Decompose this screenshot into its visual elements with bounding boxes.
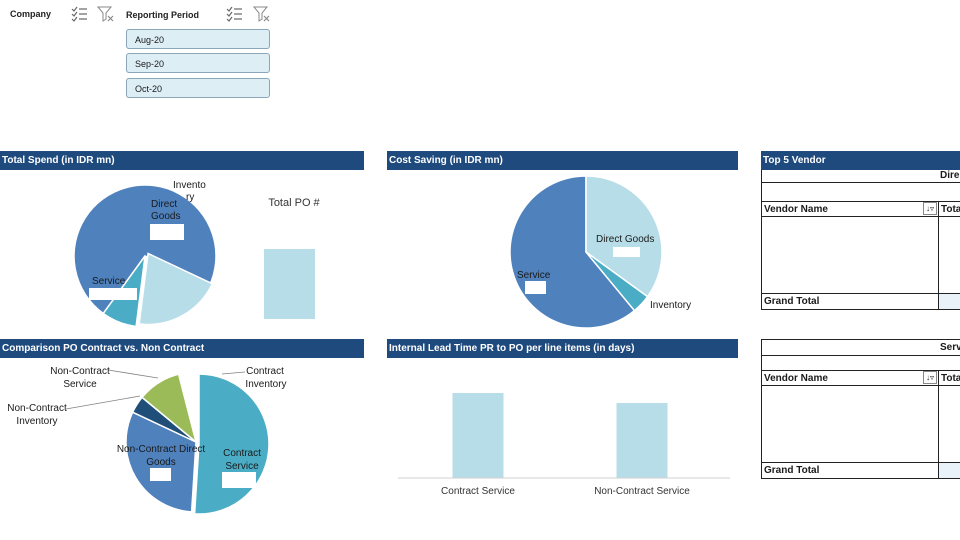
top5-direct-pivot: Dire Vendor Name ↓▿ Tota Grand Total [761,170,960,310]
pie-slice-service [73,184,217,315]
period-item-oct-20[interactable]: Oct-20 [126,78,270,98]
data-label-box [89,288,137,300]
pie-label-noncontract-inventory: Non-Contract Inventory [7,403,67,427]
period-item-aug-20[interactable]: Aug-20 [126,29,270,49]
pie-label-contract-inventory: Contract Inventory [245,366,286,390]
period-slicer-label: Reporting Period [126,10,200,20]
period-item-sep-20[interactable]: Sep-20 [126,53,270,73]
data-label-box [150,468,171,481]
top5-vendor-header: Top 5 Vendor [761,151,960,170]
pie-slice-inventory [585,251,649,312]
tick-label-non-contract-service: Non-Contract Service [594,486,690,497]
total-spend-header: Total Spend (in IDR mn) [0,151,364,170]
pie-label-noncontract-service: Non-Contract Service [50,366,110,390]
pie-label-contract-service: Contract Service [223,448,261,472]
pie-slice-direct-goods [585,175,663,298]
data-label-box [150,224,184,240]
total-po-bar-chart: Total PO # [264,197,321,319]
pivot-category-label: Serv [940,342,960,353]
cost-saving-pie-chart: Service Direct Goods Inventory [509,175,691,329]
clear-filter-icon[interactable] [97,5,115,23]
total-spend-pie-chart: Service Direct Goods Invento ry [73,180,217,328]
data-label-box [613,247,640,257]
comparison-header: Comparison PO Contract vs. Non Contract [0,339,364,358]
pie-label-direct-goods: Direct Goods [596,234,654,245]
grand-total-label: Grand Total [764,465,820,476]
pie-slice-contract-service [193,373,270,515]
lead-time-header: Internal Lead Time PR to PO per line ite… [387,339,738,358]
cost-saving-header: Cost Saving (in IDR mn) [387,151,738,170]
clear-filter-icon[interactable] [253,5,271,23]
data-label-box [222,472,256,488]
lead-time-bar-chart: Contract Service Non-Contract Service [398,393,730,497]
col-header-total: Tota [941,373,960,384]
pie-slice-non-contract-service [141,373,198,445]
bar-total-po [264,249,315,319]
sort-filter-icon[interactable]: ↓▿ [923,371,937,384]
multi-select-icon[interactable] [70,5,88,23]
pivot-category-label: Dire [940,170,960,181]
bar-contract-service [452,393,504,478]
bar-non-contract-service [616,403,668,478]
col-header-vendor-name: Vendor Name [764,373,828,384]
sort-filter-icon[interactable]: ↓▿ [923,202,937,215]
pie-slice-non-contract-direct-goods [125,411,197,513]
grand-total-label: Grand Total [764,296,820,307]
chart-title: Total PO # [268,197,320,209]
multi-select-icon[interactable] [225,5,243,23]
tick-label-contract-service: Contract Service [441,486,515,497]
col-header-total: Tota [941,204,960,215]
col-header-vendor-name: Vendor Name [764,204,828,215]
pie-label-noncontract-direct-goods: Non-Contract Direct Goods [117,444,206,468]
top5-service-pivot: Serv Vendor Name ↓▿ Tota Grand Total [761,339,960,479]
pie-label-inventory: Inventory [650,300,691,311]
data-label-box [525,281,546,294]
comparison-pie-chart: Non-Contract Service Non-Contract Inventor… [7,366,287,515]
pie-label-service: Service [92,276,126,287]
pie-label-direct-goods: Direct Goods [151,199,180,222]
pie-label-service: Service [517,270,551,281]
pie-slice-direct-goods [138,252,214,326]
company-slicer-label: Company [10,9,52,19]
